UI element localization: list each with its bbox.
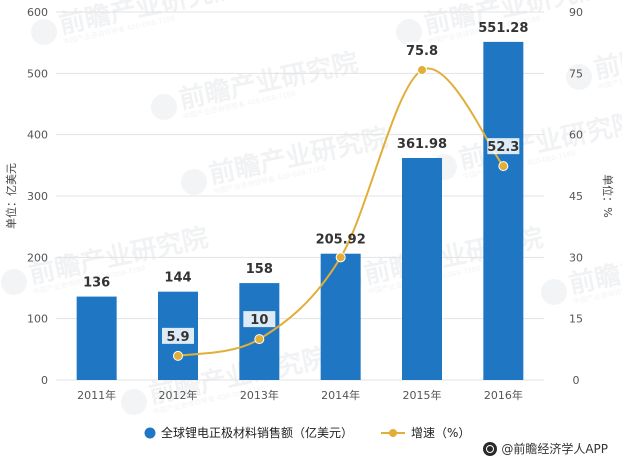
right-tick-label: 45 [569, 190, 583, 203]
line-label-bg [487, 138, 520, 155]
x-tick-label: 2013年 [240, 388, 279, 402]
watermark-logo-icon [181, 169, 207, 195]
left-tick-label: 300 [27, 190, 48, 203]
line-value-label: 10 [250, 313, 268, 328]
right-tick-label: 90 [569, 6, 583, 19]
left-tick-label: 100 [27, 313, 48, 326]
watermark-logo-icon [1, 269, 27, 295]
bar [320, 253, 361, 380]
watermark-logo-icon [396, 19, 422, 45]
line-value-label: 75.8 [406, 44, 438, 59]
right-tick-label: 15 [569, 313, 583, 326]
growth-line [177, 67, 505, 357]
credit: @前瞻经济学人APP [483, 440, 608, 457]
bar-data-labels: 136 144 158 205.92 361.98 551.28 [83, 21, 528, 291]
right-tick-label: 30 [569, 251, 583, 264]
line-data-labels: 5.9 10 75.8 52.3 [162, 42, 519, 345]
bar [402, 157, 442, 380]
line-series [173, 65, 509, 361]
line-label-bg [406, 42, 438, 59]
right-axis-title: 单位：% [601, 174, 615, 217]
right-tick-label: 60 [569, 129, 583, 142]
left-tick-label: 0 [41, 374, 48, 387]
credit-text: @前瞻经济学人APP [501, 442, 608, 456]
left-tick-label: 600 [27, 6, 48, 19]
bar-value-label: 158 [246, 262, 273, 277]
line-point [173, 350, 183, 361]
line-label-bg [162, 327, 194, 344]
watermark-logo-icon [121, 389, 147, 415]
x-tick-label: 2014年 [321, 388, 360, 402]
line-point [498, 161, 509, 172]
bar [239, 283, 280, 380]
x-tick-label: 2016年 [484, 388, 523, 402]
line-value-label: 52.3 [487, 140, 519, 155]
x-tick-label: 2011年 [77, 388, 116, 402]
watermark-text: 前瞻产业研究院 [206, 122, 390, 190]
bar-value-label: 551.28 [478, 21, 528, 36]
watermark-logo-icon [151, 94, 177, 120]
watermark-logo-icon [31, 19, 57, 45]
bar-value-label: 136 [83, 276, 110, 291]
bar-value-label: 205.92 [316, 233, 366, 248]
left-tick-label: 200 [27, 251, 48, 264]
legend-line-dot [389, 429, 397, 437]
x-axis-ticks: 2011年 2012年 2013年 2014年 2015年 2016年 [77, 388, 523, 402]
watermark-text: 前瞻产业研究院 [176, 47, 360, 115]
left-axis-ticks: 0 100 200 300 400 500 600 [27, 6, 48, 387]
legend-bar-label: 全球锂电正极材料销售额（亿美元） [161, 425, 353, 440]
bar [76, 296, 117, 380]
bar [483, 41, 524, 381]
watermark-text: 前瞻产业研究院 [591, 17, 622, 85]
x-tick-label: 2012年 [159, 388, 198, 402]
legend: 全球锂电正极材料销售额（亿美元） 增速（%） [144, 425, 470, 440]
line-value-label: 5.9 [166, 330, 189, 345]
watermark-logo-icon [541, 279, 567, 305]
right-axis-ticks: 0 15 30 45 60 75 90 [569, 6, 583, 387]
x-tick-label: 2015年 [403, 388, 442, 402]
line-point [417, 65, 427, 76]
line-label-bg [243, 311, 276, 328]
line-point [254, 334, 265, 345]
bar-value-label: 144 [164, 271, 191, 286]
line-point [335, 252, 346, 263]
left-tick-label: 500 [27, 67, 48, 80]
right-tick-label: 0 [573, 374, 580, 387]
left-tick-label: 400 [27, 129, 48, 142]
app-logo-icon [483, 441, 498, 456]
gridlines [56, 11, 544, 381]
bar-series [76, 41, 524, 381]
legend-bar-marker [144, 427, 156, 439]
watermark-logo-icon [566, 64, 592, 90]
legend-line-label: 增速（%） [411, 426, 470, 440]
right-tick-label: 75 [569, 67, 583, 80]
bar-value-label: 361.98 [397, 137, 447, 152]
left-axis-title: 单位：亿美元 [4, 163, 18, 229]
